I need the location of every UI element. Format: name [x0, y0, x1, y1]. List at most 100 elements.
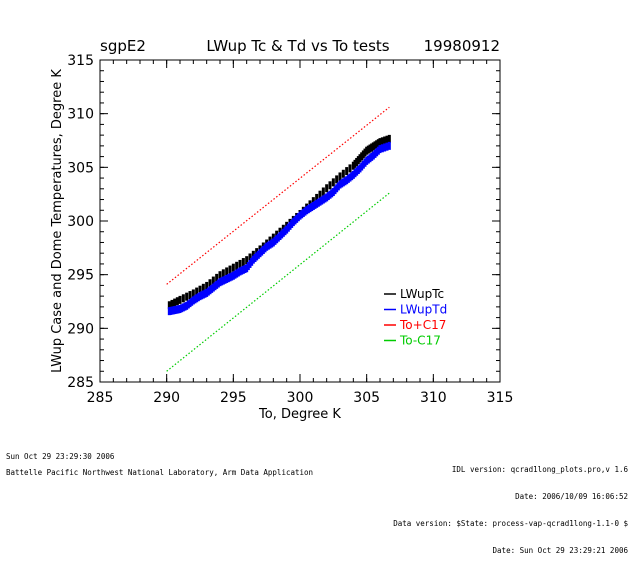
data-point: [315, 199, 319, 208]
data-point: [365, 156, 369, 165]
data-point: [266, 241, 270, 250]
data-point: [306, 205, 310, 214]
data-point: [358, 154, 362, 163]
data-point: [308, 204, 312, 213]
data-point: [188, 291, 192, 300]
data-point: [371, 151, 375, 160]
data-point: [376, 146, 380, 155]
data-point: [288, 221, 292, 230]
data-point: [363, 158, 367, 167]
data-point: [290, 219, 294, 228]
data-point: [328, 190, 332, 199]
data-point: [278, 232, 282, 241]
data-point: [183, 302, 187, 311]
date-label: 19980912: [424, 37, 500, 55]
data-point: [218, 278, 222, 287]
data-point: [175, 297, 179, 306]
data-point: [180, 304, 184, 313]
data-point: [181, 303, 185, 312]
data-point: [385, 142, 389, 151]
data-point: [313, 200, 317, 209]
data-point: [188, 299, 192, 308]
data-point: [271, 233, 275, 242]
data-point: [348, 173, 352, 182]
data-point: [291, 218, 295, 227]
series-line: [166, 106, 390, 285]
data-point: [241, 265, 245, 274]
data-point: [251, 250, 255, 259]
data-point: [211, 276, 215, 285]
data-point: [251, 255, 255, 264]
data-point: [208, 286, 212, 295]
data-point: [321, 187, 325, 196]
data-point: [328, 181, 332, 190]
data-point: [255, 248, 259, 257]
data-point: [248, 259, 252, 268]
data-point: [225, 274, 229, 283]
data-point: [281, 224, 285, 233]
data-point: [285, 225, 289, 234]
data-point: [361, 160, 365, 169]
data-point: [325, 184, 329, 193]
chart-title: LWup Tc & Td vs To tests: [206, 37, 389, 55]
data-point: [336, 182, 340, 191]
data-point: [345, 176, 349, 185]
x-tick-label: 310: [420, 390, 447, 406]
data-point: [236, 268, 240, 277]
data-point: [298, 211, 302, 220]
data-point: [286, 223, 290, 232]
data-point: [295, 214, 299, 223]
data-point: [195, 294, 199, 303]
footer-line: Date: Sun Oct 29 23:29:21 2006: [492, 546, 628, 555]
data-point: [275, 230, 279, 239]
x-axis-label: To, Degree K: [258, 407, 341, 422]
data-point: [185, 292, 189, 301]
data-point: [273, 236, 277, 245]
y-tick-label: 295: [67, 268, 94, 284]
data-point: [320, 196, 324, 205]
data-point: [375, 148, 379, 157]
data-point: [340, 179, 344, 188]
data-point: [355, 157, 359, 166]
data-point: [228, 265, 232, 274]
data-point: [263, 244, 267, 253]
footer-line: Data version: $State: process-vap-qcrad1…: [393, 519, 628, 528]
data-point: [186, 300, 190, 309]
data-point: [226, 274, 230, 283]
data-point: [356, 156, 360, 165]
data-point: [338, 180, 342, 189]
data-point: [206, 287, 210, 296]
data-point: [193, 295, 197, 304]
data-point: [325, 193, 329, 202]
footer-organization: Battelle Pacific Northwest National Labo…: [6, 468, 314, 477]
data-point: [345, 167, 349, 176]
data-point: [368, 154, 372, 163]
data-point: [380, 137, 384, 146]
data-point: [360, 162, 364, 171]
data-point: [167, 301, 171, 310]
data-point: [303, 207, 307, 216]
x-tick-label: 285: [87, 390, 114, 406]
data-point: [171, 306, 175, 315]
data-point: [248, 253, 252, 262]
data-point: [205, 288, 209, 297]
data-point: [321, 195, 325, 204]
data-point: [238, 259, 242, 268]
data-point: [356, 166, 360, 175]
data-point: [213, 282, 217, 291]
data-point: [366, 145, 370, 154]
data-point: [215, 280, 219, 289]
data-point: [341, 169, 345, 178]
footer-timestamp: Sun Oct 29 23:29:30 2006: [6, 452, 115, 461]
data-point: [238, 267, 242, 276]
x-tick-label: 315: [487, 390, 514, 406]
footer-line: Date: 2006/10/09 16:06:52: [515, 492, 628, 501]
chart: sgpE2 LWup Tc & Td vs To tests 19980912 …: [50, 37, 514, 422]
data-point: [228, 273, 232, 282]
data-point: [220, 277, 224, 286]
y-tick-label: 315: [67, 53, 94, 69]
data-point: [200, 291, 204, 300]
data-point: [177, 305, 181, 314]
data-point: [383, 136, 387, 145]
data-point: [296, 213, 300, 222]
